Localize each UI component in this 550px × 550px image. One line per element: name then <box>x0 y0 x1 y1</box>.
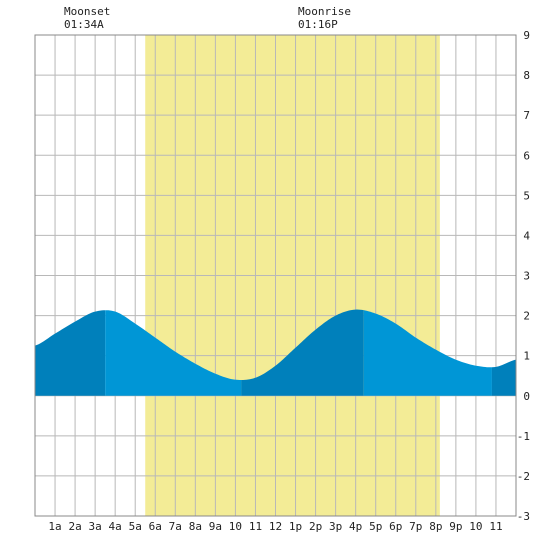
tide-segment <box>363 310 492 396</box>
y-tick-label: 5 <box>523 189 530 202</box>
x-tick-label: 11 <box>249 520 262 533</box>
x-tick-label: 9p <box>449 520 462 533</box>
x-tick-label: 1p <box>289 520 302 533</box>
y-tick-label: 6 <box>523 149 530 162</box>
y-tick-label: 0 <box>523 390 530 403</box>
x-tick-label: 2a <box>68 520 81 533</box>
x-tick-label: 10 <box>469 520 482 533</box>
x-tick-label: 5a <box>129 520 142 533</box>
moonrise-time: 01:16P <box>298 18 338 31</box>
y-tick-label: -3 <box>517 510 530 523</box>
y-tick-label: 8 <box>523 69 530 82</box>
x-tick-label: 6p <box>389 520 402 533</box>
tide-segment <box>105 310 242 396</box>
x-tick-label: 5p <box>369 520 382 533</box>
tide-segment <box>241 309 364 396</box>
x-tick-label: 3p <box>329 520 342 533</box>
x-tick-label: 1a <box>48 520 61 533</box>
x-tick-label: 4a <box>109 520 122 533</box>
x-tick-label: 8a <box>189 520 202 533</box>
x-tick-label: 2p <box>309 520 322 533</box>
x-tick-label: 7a <box>169 520 182 533</box>
y-tick-label: 3 <box>523 270 530 283</box>
x-tick-label: 9a <box>209 520 222 533</box>
y-tick-label: 1 <box>523 350 530 363</box>
y-tick-label: 2 <box>523 310 530 323</box>
plot-frame <box>34 34 517 517</box>
x-tick-label: 10 <box>229 520 242 533</box>
tide-segment <box>35 310 106 396</box>
moonrise-label: Moonrise <box>298 5 351 18</box>
y-tick-label: 4 <box>523 229 530 242</box>
x-tick-label: 11 <box>489 520 502 533</box>
y-tick-label: -2 <box>517 470 530 483</box>
x-tick-label: 7p <box>409 520 422 533</box>
x-tick-label: 8p <box>429 520 442 533</box>
x-tick-label: 3a <box>89 520 102 533</box>
y-tick-label: 9 <box>523 29 530 42</box>
y-tick-label: -1 <box>517 430 530 443</box>
x-tick-label: 4p <box>349 520 362 533</box>
x-tick-label: 6a <box>149 520 162 533</box>
tide-segment <box>491 359 516 396</box>
moonset-time: 01:34A <box>64 18 104 31</box>
y-tick-label: 7 <box>523 109 530 122</box>
x-tick-label: 12 <box>269 520 282 533</box>
moonset-label: Moonset <box>64 5 110 18</box>
